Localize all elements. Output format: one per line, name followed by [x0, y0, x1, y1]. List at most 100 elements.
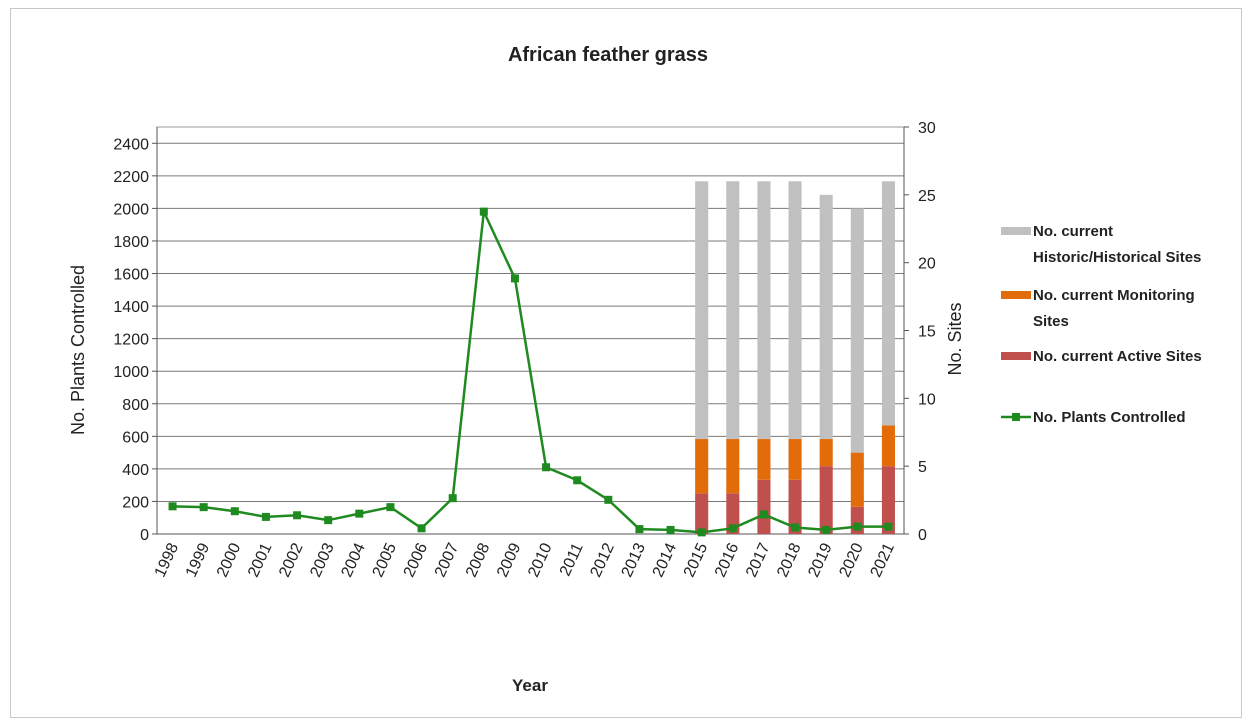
line-marker [822, 525, 831, 534]
x-tick-label: 2014 [650, 540, 680, 580]
line-marker [355, 509, 364, 518]
y-tick-label-left: 2200 [113, 169, 149, 186]
bar-segment [695, 493, 709, 534]
y-tick-label-right: 5 [918, 459, 927, 476]
x-tick-label: 2009 [494, 540, 524, 580]
y-axis-left-title: No. Plants Controlled [68, 265, 88, 435]
y-tick-label-right: 20 [918, 256, 936, 273]
x-tick-label: 2003 [307, 540, 337, 580]
line-marker [697, 528, 706, 537]
bar-segment [757, 479, 771, 534]
x-tick-label: 2021 [868, 540, 898, 580]
legend-label-plants: No. Plants Controlled [1033, 409, 1186, 426]
bar-segment [726, 493, 740, 534]
x-tick-label: 2007 [432, 540, 462, 580]
y-tick-label-left: 1800 [113, 234, 149, 251]
x-tick-label: 2019 [805, 540, 835, 580]
x-tick-label: 2004 [338, 540, 368, 580]
legend-label-monitoring: No. current Monitoring [1033, 287, 1195, 304]
line-marker [635, 525, 644, 534]
x-tick-label: 2018 [774, 540, 804, 580]
bar-segment [695, 181, 709, 440]
legend-swatch-monitoring [1001, 291, 1031, 299]
legend-swatch-active [1001, 352, 1031, 360]
bar-segment [757, 181, 771, 440]
bar-segment [881, 425, 895, 467]
y-tick-label-left: 1400 [113, 299, 149, 316]
x-tick-label: 2017 [743, 540, 773, 580]
line-marker [759, 510, 768, 519]
y-tick-label-left: 600 [122, 429, 149, 446]
line-marker [573, 476, 582, 485]
plot-area: 0200400600800100012001400160018002000220… [113, 120, 935, 580]
line-marker [199, 503, 208, 512]
line-marker [448, 494, 457, 503]
chart-frame: African feather grass 0 200 400 600 800 1000 1… [10, 8, 1242, 718]
line-marker [542, 463, 551, 472]
bar-segment [881, 181, 895, 426]
x-tick-label: 2020 [836, 540, 866, 580]
x-tick-label: 2013 [619, 540, 649, 580]
y-tick-label-left: 1000 [113, 364, 149, 381]
bar-segment [695, 439, 709, 494]
x-tick-label: 2016 [712, 540, 742, 580]
y-tick-label-left: 1200 [113, 332, 149, 349]
bar-segment [788, 479, 802, 534]
y-tick-label-right: 30 [918, 120, 936, 137]
line-marker [261, 512, 270, 521]
x-tick-label: 2001 [245, 540, 275, 580]
y-tick-label-left: 0 [140, 527, 149, 544]
chart-title: African feather grass [508, 44, 708, 66]
line-marker [324, 516, 333, 525]
x-tick-label: 2015 [681, 540, 711, 580]
legend-swatch-historic [1001, 227, 1031, 235]
line-marker [168, 502, 177, 511]
bar-segment [788, 181, 802, 440]
y-tick-label-left: 2000 [113, 201, 149, 218]
bar-segment [850, 208, 864, 453]
line-marker [666, 525, 675, 534]
y-tick-label-right: 10 [918, 391, 936, 408]
chart: African feather grass 020040060080010001… [68, 44, 1202, 695]
bar-segment [819, 194, 833, 440]
x-tick-label: 2000 [214, 540, 244, 580]
line-marker [293, 511, 302, 520]
legend-label-monitoring: Sites [1033, 313, 1069, 330]
bar-segment [819, 439, 833, 467]
legend-label-active: No. current Active Sites [1033, 348, 1202, 365]
x-tick-label: 2010 [525, 540, 555, 580]
line-marker [791, 523, 800, 532]
y-tick-label-left: 2400 [113, 136, 149, 153]
y-tick-label-left: 200 [122, 494, 149, 511]
x-axis-title: Year [512, 676, 548, 695]
y-tick-label-right: 0 [918, 527, 927, 544]
bar-segment [726, 181, 740, 440]
bar-segment [726, 439, 740, 494]
bar-segment [881, 466, 895, 534]
line-marker [386, 503, 395, 512]
bar-segment [850, 452, 864, 507]
bar-segment [757, 439, 771, 480]
bar-segment [788, 439, 802, 480]
x-tick-label: 2005 [370, 540, 400, 580]
line-marker [417, 524, 426, 533]
y-tick-label-left: 800 [122, 397, 149, 414]
line-series [172, 207, 889, 534]
x-tick-label: 2002 [276, 540, 306, 580]
legend-label-historic: Historic/Historical Sites [1033, 249, 1201, 266]
legend: No. current Historic/Historical Sites No. … [1001, 223, 1202, 426]
y-tick-label-right: 25 [918, 188, 936, 205]
line-marker [884, 522, 893, 531]
line-marker [510, 274, 519, 283]
legend-label-historic: No. current [1033, 223, 1113, 240]
y-tick-label-left: 400 [122, 462, 149, 479]
line-marker [604, 495, 613, 504]
x-tick-label: 2011 [557, 540, 587, 578]
x-tick-label: 2012 [587, 540, 617, 580]
line-marker [479, 207, 488, 216]
x-tick-label: 1999 [183, 540, 213, 580]
line-marker [853, 522, 862, 531]
x-tick-label: 2008 [463, 540, 493, 580]
y-tick-label-left: 1600 [113, 267, 149, 284]
x-tick-label: 2006 [401, 540, 431, 580]
